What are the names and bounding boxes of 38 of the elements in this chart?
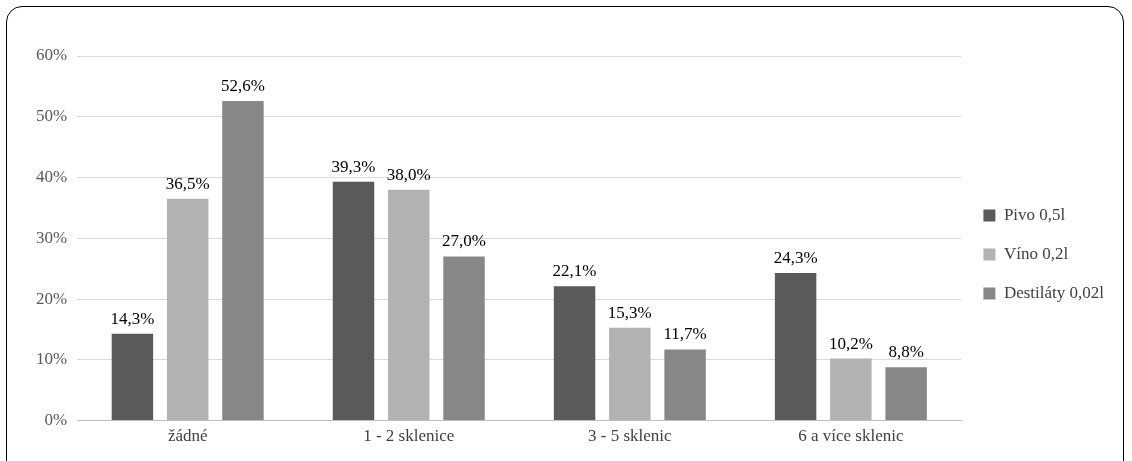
y-tick-label: 0% bbox=[44, 410, 68, 430]
y-tick-label: 30% bbox=[35, 227, 68, 247]
x-tick-label: žádné bbox=[167, 426, 208, 446]
data-label: 36,5% bbox=[165, 173, 210, 193]
x-tick-label: 6 a více sklenic bbox=[798, 426, 904, 446]
data-label: 10,2% bbox=[828, 333, 873, 353]
bar bbox=[332, 181, 375, 421]
legend-label: Pivo 0,5l bbox=[1003, 204, 1066, 224]
bar bbox=[830, 358, 872, 421]
y-tick-label: 10% bbox=[35, 349, 68, 369]
bar bbox=[443, 256, 485, 421]
y-tick-label: 50% bbox=[35, 106, 68, 126]
data-label: 38,0% bbox=[386, 164, 431, 184]
x-tick-label: 3 - 5 sklenic bbox=[588, 426, 673, 446]
data-label: 14,3% bbox=[110, 308, 155, 328]
y-tick-label: 40% bbox=[35, 167, 68, 186]
bar bbox=[388, 189, 430, 421]
bar bbox=[609, 327, 651, 421]
data-label: 24,3% bbox=[773, 247, 818, 267]
bar bbox=[222, 100, 264, 421]
legend-label: Destiláty 0,02l bbox=[1003, 282, 1105, 302]
data-label: 52,6% bbox=[221, 75, 265, 95]
bar bbox=[111, 333, 154, 421]
y-tick-label: 60% bbox=[35, 45, 68, 65]
bar bbox=[885, 367, 927, 421]
bar bbox=[774, 272, 817, 421]
data-label: 39,3% bbox=[331, 156, 376, 176]
y-tick-label: 20% bbox=[35, 288, 68, 308]
data-label: 8,8% bbox=[888, 342, 924, 362]
x-tick-label: 1 - 2 sklenice bbox=[363, 426, 455, 446]
data-label: 27,0% bbox=[442, 231, 486, 251]
bar bbox=[664, 349, 706, 421]
legend-label: Víno 0,2l bbox=[1003, 243, 1069, 263]
data-label: 11,7% bbox=[663, 324, 707, 344]
bar bbox=[166, 198, 209, 421]
bar bbox=[553, 286, 596, 421]
data-label: 22,1% bbox=[552, 261, 597, 281]
data-label: 15,3% bbox=[607, 302, 652, 322]
